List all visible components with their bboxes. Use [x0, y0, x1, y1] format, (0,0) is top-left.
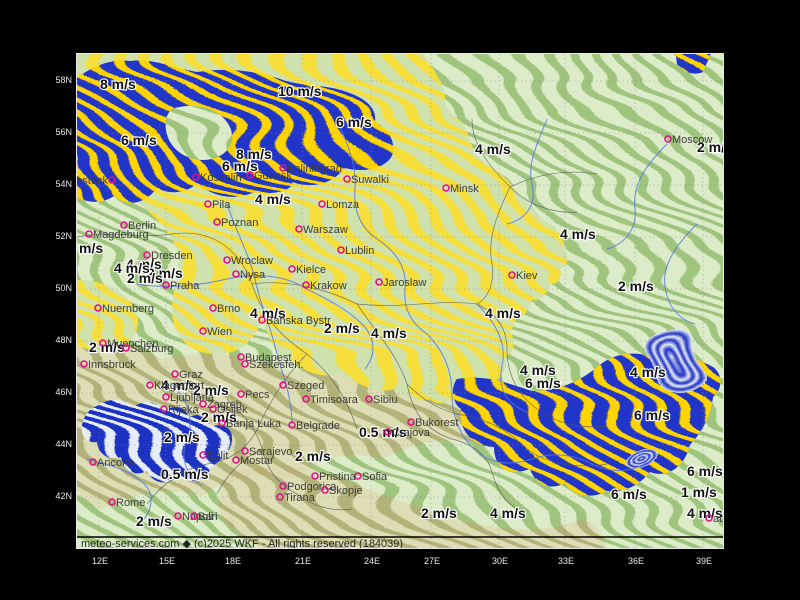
svg-text:Mostar: Mostar [240, 455, 274, 467]
svg-text:4 m/s: 4 m/s [371, 325, 407, 341]
svg-text:Moscow: Moscow [672, 134, 712, 146]
svg-text:6 m/s: 6 m/s [121, 132, 157, 148]
svg-text:Salzburg: Salzburg [130, 343, 173, 355]
svg-text:Timisoara: Timisoara [310, 394, 359, 406]
svg-text:Rijeka: Rijeka [168, 404, 199, 416]
svg-text:Split: Split [207, 450, 228, 462]
svg-text:Banja Luka: Banja Luka [226, 418, 282, 430]
svg-text:Szeged: Szeged [287, 380, 324, 392]
svg-text:10 m/s: 10 m/s [278, 83, 322, 99]
svg-text:Belgrade: Belgrade [296, 420, 340, 432]
svg-text:4 m/s: 4 m/s [560, 226, 596, 242]
svg-text:Pila: Pila [212, 199, 231, 211]
svg-text:Jaroslaw: Jaroslaw [383, 277, 426, 289]
svg-text:6 m/s: 6 m/s [611, 486, 647, 502]
svg-text:Rome: Rome [116, 497, 145, 509]
svg-text:Warszaw: Warszaw [303, 224, 348, 236]
svg-text:8 m/s: 8 m/s [100, 76, 136, 92]
svg-text:Innsbruck: Innsbruck [88, 359, 136, 371]
svg-text:abzo: abzo [713, 513, 723, 525]
svg-text:4 m/s: 4 m/s [630, 364, 666, 380]
svg-text:Poznan: Poznan [221, 217, 258, 229]
svg-text:Sofia: Sofia [362, 471, 388, 483]
svg-text:Minsk: Minsk [450, 183, 479, 195]
svg-text:Kiev: Kiev [516, 270, 538, 282]
svg-text:Sibiu: Sibiu [373, 394, 397, 406]
svg-text:6 m/s: 6 m/s [687, 463, 723, 479]
svg-text:Wien: Wien [207, 326, 232, 338]
svg-text:4 m/s: 4 m/s [485, 305, 521, 321]
svg-text:Bukorest: Bukorest [415, 417, 458, 429]
svg-text:2 m/s: 2 m/s [127, 270, 163, 286]
svg-text:meteo-services.com ◆ (c)2025: meteo-services.com ◆ (c)2025 WKF - All r… [81, 538, 403, 548]
svg-text:Wroclaw: Wroclaw [231, 255, 273, 267]
svg-text:Osijek: Osijek [217, 404, 248, 416]
svg-text:Lublin: Lublin [345, 245, 374, 257]
svg-text:Klagenfurt: Klagenfurt [154, 380, 204, 392]
svg-text:4 m/s: 4 m/s [475, 141, 511, 157]
svg-text:Kaliningrad: Kaliningrad [287, 163, 342, 175]
svg-text:6 m/s: 6 m/s [525, 375, 561, 391]
svg-text:2 m/s: 2 m/s [295, 448, 331, 464]
svg-text:0.5 m/s: 0.5 m/s [161, 466, 209, 482]
svg-text:6 m/s: 6 m/s [336, 114, 372, 130]
svg-text:Pecs: Pecs [245, 389, 270, 401]
svg-text:4 m/s: 4 m/s [255, 191, 291, 207]
svg-text:4 m/s: 4 m/s [490, 505, 526, 521]
svg-text:Brno: Brno [217, 303, 240, 315]
svg-text:Suwalki: Suwalki [351, 174, 389, 186]
svg-text:Praha: Praha [170, 280, 200, 292]
svg-text:2 m/s: 2 m/s [164, 429, 200, 445]
svg-text:Skopje: Skopje [329, 485, 363, 497]
svg-text:Banska Bystr: Banska Bystr [266, 315, 331, 327]
svg-text:2 m/s: 2 m/s [136, 513, 172, 529]
svg-text:Dresden: Dresden [151, 250, 193, 262]
svg-text:Koszalin: Koszalin [200, 172, 242, 184]
svg-text:Krakow: Krakow [310, 280, 347, 292]
svg-text:Nysa: Nysa [240, 269, 266, 281]
svg-text:Magdeburg: Magdeburg [93, 229, 149, 241]
svg-text:Nuernberg: Nuernberg [102, 303, 154, 315]
svg-text:1 m/s: 1 m/s [681, 484, 717, 500]
svg-text:Szekesfeh.: Szekesfeh. [249, 359, 303, 371]
svg-text:Rostock: Rostock [77, 175, 108, 187]
svg-text:Bari: Bari [198, 511, 218, 523]
svg-text:Lomza: Lomza [326, 199, 360, 211]
svg-text:Ancona: Ancona [97, 457, 135, 469]
svg-text:2 m/s: 2 m/s [618, 278, 654, 294]
svg-text:6 m/s: 6 m/s [634, 407, 670, 423]
svg-text:m/s: m/s [79, 240, 103, 256]
svg-text:2 m/s: 2 m/s [421, 505, 457, 521]
svg-text:Kielce: Kielce [296, 264, 326, 276]
svg-text:Tirana: Tirana [284, 492, 316, 504]
